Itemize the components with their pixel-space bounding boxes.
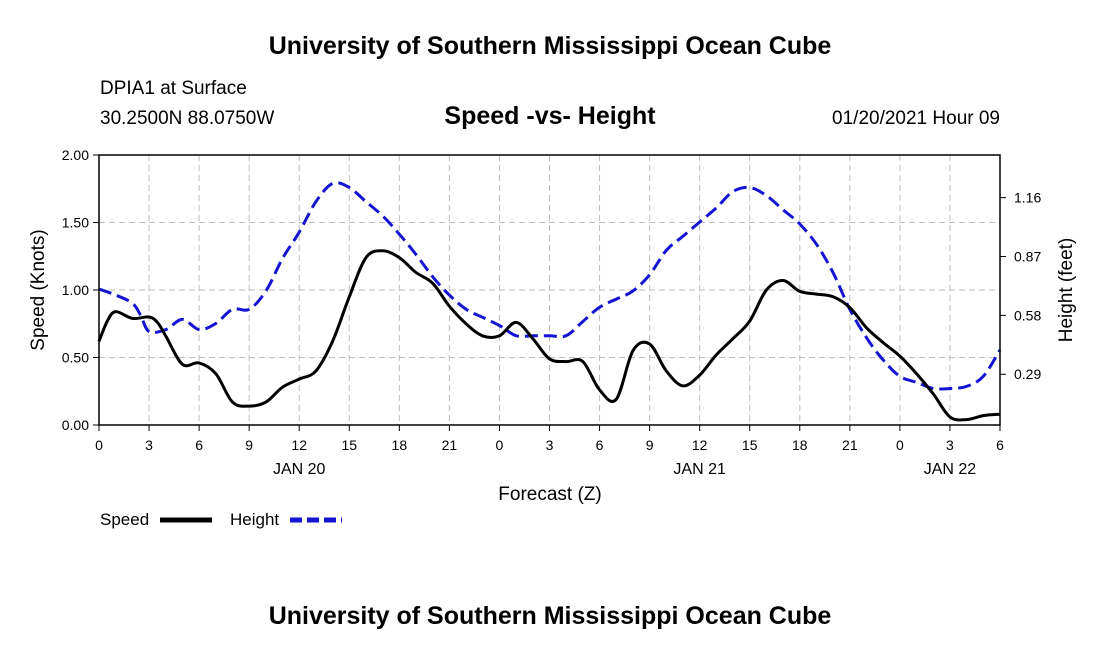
legend-speed-label: Speed: [100, 510, 149, 529]
x-tick-label: 12: [291, 437, 307, 453]
x-tick-label: 18: [792, 437, 808, 453]
x-axis: 0 3 6 9 12 15 18 21 0 3 6 9 12 15 18 21 0 3 6: [95, 425, 1004, 453]
x-tick-label: 6: [195, 437, 203, 453]
y-tick-label: 1.00: [62, 282, 89, 298]
day-label: JAN 22: [924, 461, 977, 478]
y2-tick-label: 1.16: [1014, 190, 1041, 206]
y2-tick-label: 0.58: [1014, 307, 1041, 323]
grid-lines: [99, 155, 1000, 425]
timestamp-label: 01/20/2021 Hour 09: [832, 108, 1000, 129]
x-tick-label: 0: [95, 437, 103, 453]
day-label: JAN 20: [273, 461, 326, 478]
station-label: DPIA1 at Surface: [100, 78, 247, 99]
x-tick-label: 21: [842, 437, 858, 453]
y-axis-right: 0.29 0.58 0.87 1.16: [1000, 190, 1041, 382]
x-tick-label: 18: [392, 437, 408, 453]
y-tick-label: 0.00: [62, 417, 89, 433]
footer-title: University of Southern Mississippi Ocean…: [269, 602, 832, 630]
day-labels: JAN 20 JAN 21 JAN 22: [273, 461, 976, 478]
y2-tick-label: 0.87: [1014, 249, 1041, 265]
x-tick-label: 12: [692, 437, 708, 453]
series-layer: [97, 181, 1002, 422]
x-tick-label: 15: [341, 437, 357, 453]
x-tick-label: 15: [742, 437, 758, 453]
x-tick-label: 3: [145, 437, 153, 453]
y2-tick-label: 0.29: [1014, 366, 1041, 382]
x-tick-label: 9: [646, 437, 654, 453]
chart-title: Speed -vs- Height: [444, 102, 656, 130]
legend-height-label: Height: [230, 510, 279, 529]
coords-label: 30.2500N 88.0750W: [100, 108, 274, 129]
y-axis-title: Speed (Knots): [28, 229, 49, 350]
legend: Speed Height: [100, 510, 342, 529]
y-tick-label: 2.00: [62, 147, 89, 163]
x-tick-label: 3: [946, 437, 954, 453]
x-tick-label: 3: [546, 437, 554, 453]
series-line-speed: [97, 249, 1001, 422]
y-axis-left: 0.00 0.50 1.00 1.50 2.00: [62, 147, 99, 433]
day-label: JAN 21: [673, 461, 726, 478]
x-tick-label: 0: [496, 437, 504, 453]
y-tick-label: 1.50: [62, 215, 89, 231]
y2-axis-title: Height (feet): [1056, 238, 1077, 343]
y-tick-label: 0.50: [62, 350, 89, 366]
x-axis-title: Forecast (Z): [498, 484, 601, 505]
x-tick-label: 21: [442, 437, 458, 453]
x-tick-label: 6: [996, 437, 1004, 453]
x-tick-label: 6: [596, 437, 604, 453]
plot-area: 0 3 6 9 12 15 18 21 0 3 6 9 12 15 18 21 0 3 6 0.00 0.50 1.00…: [62, 147, 1042, 478]
x-tick-label: 0: [896, 437, 904, 453]
top-title: University of Southern Mississippi Ocean…: [269, 32, 832, 60]
x-tick-label: 9: [245, 437, 253, 453]
